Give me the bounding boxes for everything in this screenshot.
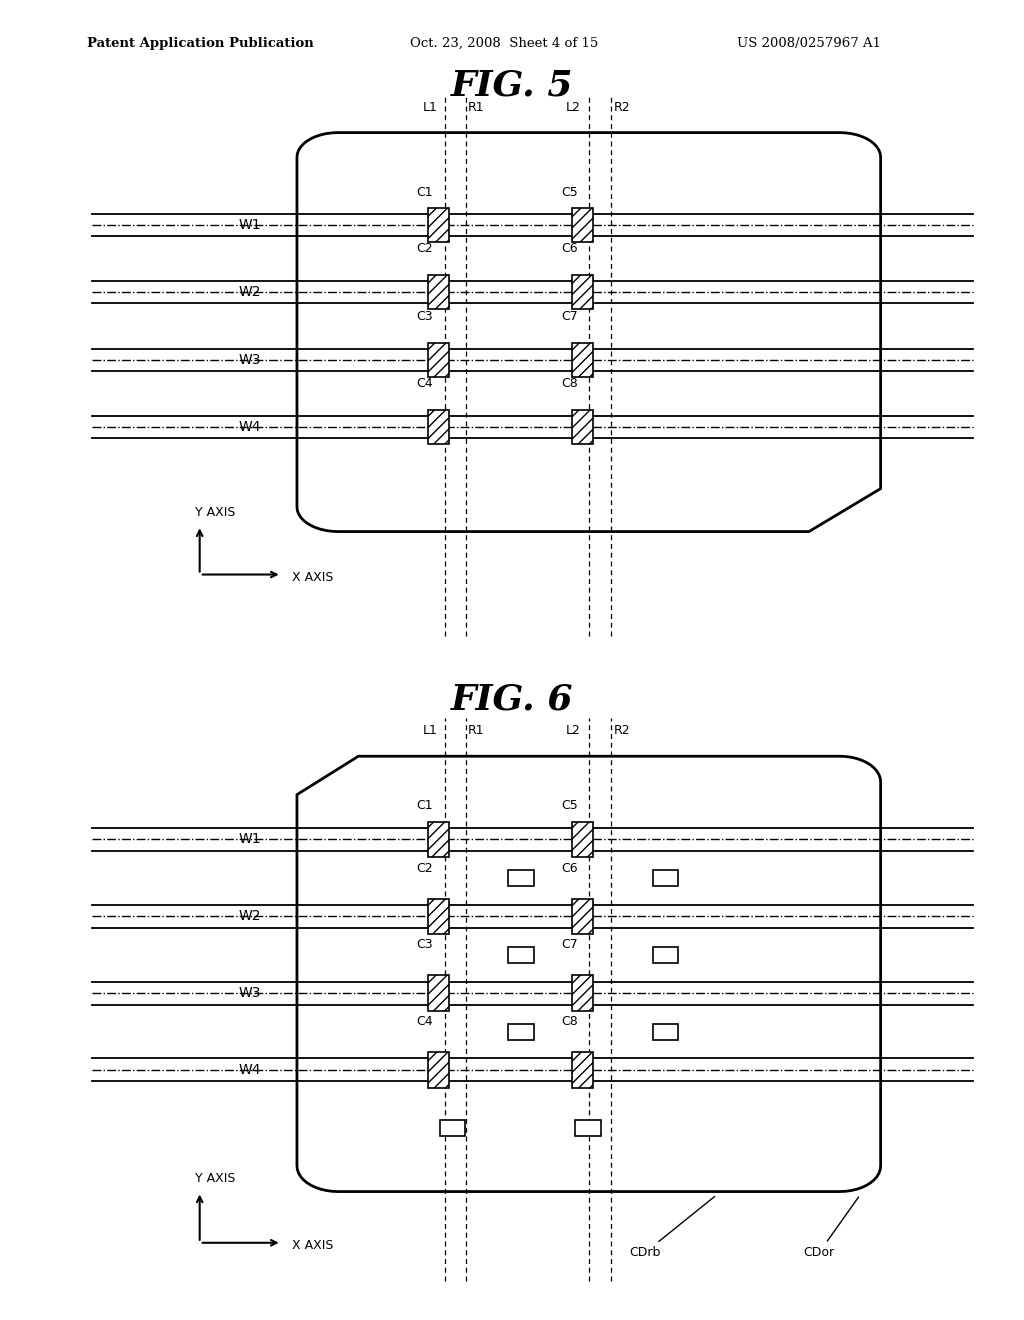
Text: C2: C2 <box>417 243 433 255</box>
Text: W3: W3 <box>239 352 261 367</box>
Bar <box>572 822 593 857</box>
Text: X AXIS: X AXIS <box>292 1239 333 1253</box>
Text: C8: C8 <box>561 378 578 391</box>
Text: C3: C3 <box>417 939 433 952</box>
Text: L1: L1 <box>422 725 437 737</box>
Text: W1: W1 <box>239 833 261 846</box>
Bar <box>572 276 593 309</box>
Text: C6: C6 <box>561 862 578 875</box>
Text: CDrb: CDrb <box>630 1196 715 1259</box>
Bar <box>428 822 449 857</box>
Bar <box>572 899 593 933</box>
Bar <box>572 975 593 1011</box>
Text: W1: W1 <box>239 218 261 232</box>
Text: C7: C7 <box>561 939 578 952</box>
Bar <box>428 276 449 309</box>
Bar <box>572 343 593 376</box>
Bar <box>428 899 449 933</box>
Bar <box>653 1023 679 1040</box>
Bar <box>428 343 449 376</box>
Bar <box>428 1052 449 1088</box>
Bar <box>508 946 535 962</box>
Text: C4: C4 <box>417 1015 433 1028</box>
Bar <box>572 822 593 857</box>
Text: W4: W4 <box>239 420 261 434</box>
Text: Patent Application Publication: Patent Application Publication <box>87 37 313 50</box>
Text: L1: L1 <box>422 102 437 114</box>
Text: L2: L2 <box>565 102 581 114</box>
Text: W2: W2 <box>239 285 261 300</box>
Text: C1: C1 <box>417 799 433 812</box>
Bar <box>428 207 449 242</box>
Text: Y AXIS: Y AXIS <box>195 1172 234 1185</box>
Text: FIG. 6: FIG. 6 <box>451 682 573 717</box>
Bar <box>428 343 449 376</box>
Polygon shape <box>297 132 881 532</box>
Bar <box>653 870 679 886</box>
Bar <box>428 207 449 242</box>
Text: C6: C6 <box>561 243 578 255</box>
Bar <box>428 975 449 1011</box>
Text: W2: W2 <box>239 909 261 923</box>
Bar <box>440 1119 465 1135</box>
Text: C5: C5 <box>561 186 578 198</box>
Bar <box>572 207 593 242</box>
Text: W4: W4 <box>239 1063 261 1077</box>
Text: Oct. 23, 2008  Sheet 4 of 15: Oct. 23, 2008 Sheet 4 of 15 <box>410 37 598 50</box>
Bar <box>428 276 449 309</box>
Text: C2: C2 <box>417 862 433 875</box>
Bar <box>572 1052 593 1088</box>
Text: C4: C4 <box>417 378 433 391</box>
Text: W3: W3 <box>239 986 261 1001</box>
Text: CDor: CDor <box>804 1197 858 1259</box>
Text: R2: R2 <box>613 102 630 114</box>
Text: X AXIS: X AXIS <box>292 572 333 583</box>
Bar <box>653 946 679 962</box>
Text: C8: C8 <box>561 1015 578 1028</box>
Bar <box>428 975 449 1011</box>
Text: R1: R1 <box>468 102 484 114</box>
Bar <box>428 822 449 857</box>
Bar <box>572 411 593 444</box>
Text: C7: C7 <box>561 310 578 323</box>
Text: C1: C1 <box>417 186 433 198</box>
Bar <box>428 411 449 444</box>
Bar <box>572 343 593 376</box>
Text: R2: R2 <box>613 725 630 737</box>
Text: C3: C3 <box>417 310 433 323</box>
Bar <box>428 1052 449 1088</box>
Polygon shape <box>297 756 881 1192</box>
Text: Y AXIS: Y AXIS <box>195 507 234 519</box>
Bar <box>428 899 449 933</box>
Bar <box>572 276 593 309</box>
Text: R1: R1 <box>468 725 484 737</box>
Text: US 2008/0257967 A1: US 2008/0257967 A1 <box>737 37 882 50</box>
Bar <box>575 1119 600 1135</box>
Bar <box>572 899 593 933</box>
Bar <box>508 1023 535 1040</box>
Bar <box>508 870 535 886</box>
Bar <box>572 975 593 1011</box>
Bar <box>572 411 593 444</box>
Text: L2: L2 <box>565 725 581 737</box>
Text: FIG. 5: FIG. 5 <box>451 69 573 102</box>
Text: C5: C5 <box>561 799 578 812</box>
Bar <box>572 1052 593 1088</box>
Bar <box>572 207 593 242</box>
Bar <box>428 411 449 444</box>
